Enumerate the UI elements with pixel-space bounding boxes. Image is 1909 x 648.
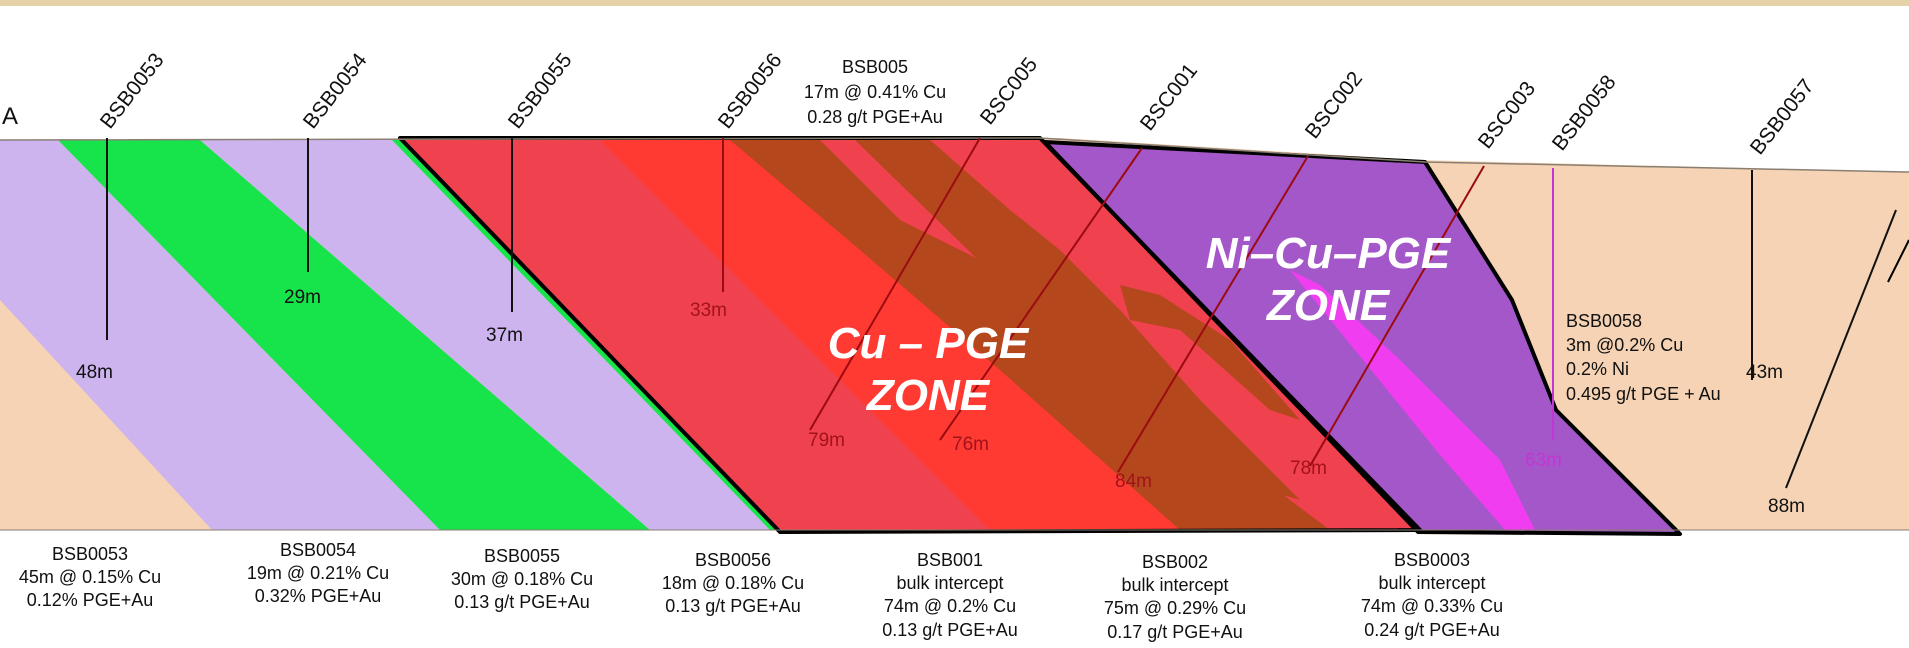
info-bsb002-line2: bulk intercept [1121, 575, 1228, 595]
collar-label-bsc005: BSC005 [976, 53, 1042, 129]
info-block-bsb0055: BSB0055 30m @ 0.18% Cu 0.13 g/t PGE+Au [451, 546, 593, 612]
depth-label-bsc002: 84m [1115, 471, 1152, 492]
collar-label-bsb0057: BSB0057 [1746, 75, 1819, 159]
depth-label-bsc003: 78m [1290, 458, 1327, 479]
depth-label-bsc005: 79m [808, 430, 845, 451]
info-block-bsb0058: BSB0058 3m @0.2% Cu 0.2% Ni 0.495 g/t PG… [1566, 311, 1721, 404]
info-bsb0056-line2: 18m @ 0.18% Cu [662, 573, 804, 593]
zone-label-cu-pge-line1: Cu – PGE [828, 319, 1030, 368]
info-bsb002-line4: 0.17 g/t PGE+Au [1107, 622, 1243, 642]
collar-label-bsc002: BSC002 [1301, 67, 1367, 143]
info-block-bsb0056: BSB0056 18m @ 0.18% Cu 0.13 g/t PGE+Au [662, 550, 804, 616]
cu-dark-tongue [1120, 285, 1300, 420]
top-strip [0, 0, 1909, 6]
green-unit-west [58, 140, 650, 530]
info-bsb002-line1: BSB002 [1142, 552, 1208, 572]
drill-hole-bsc005 [809, 137, 981, 431]
depth-label-bsb0058: 63m [1525, 450, 1562, 471]
info-bsb0054-line3: 0.32% PGE+Au [255, 586, 382, 606]
drill-hole-extra [1785, 209, 1897, 489]
cu-dark-band-2 [855, 140, 1300, 500]
ni-magenta-band [1290, 270, 1535, 530]
info-bsb0053-line2: 45m @ 0.15% Cu [19, 567, 161, 587]
info-bsb001-line2: bulk intercept [896, 573, 1003, 593]
depth-label-bsc001: 76m [952, 434, 989, 455]
info-bsb0055-line3: 0.13 g/t PGE+Au [454, 592, 590, 612]
info-bsb0003-line1: BSB0003 [1394, 550, 1470, 570]
info-bsb005-line2: 17m @ 0.41% Cu [804, 82, 946, 102]
right-fault [1887, 239, 1909, 283]
info-bsb001-line4: 0.13 g/t PGE+Au [882, 620, 1018, 640]
zone-label-cu-pge-line2: ZONE [865, 371, 991, 420]
info-bsb0058-line2: 3m @0.2% Cu [1566, 335, 1683, 355]
zone-label-ni-cu-pge-line1: Ni–Cu–PGE [1206, 229, 1452, 278]
info-bsb0053-line1: BSB0053 [52, 544, 128, 564]
info-bsb002-line3: 75m @ 0.29% Cu [1104, 598, 1246, 618]
info-bsb0058-line4: 0.495 g/t PGE + Au [1566, 384, 1721, 404]
info-bsb0058-line3: 0.2% Ni [1566, 359, 1629, 379]
depth-label-bsb0056: 33m [690, 300, 727, 321]
info-block-bsb002: BSB002 bulk intercept 75m @ 0.29% Cu 0.1… [1104, 552, 1246, 642]
info-block-bsb001: BSB001 bulk intercept 74m @ 0.2% Cu 0.13… [882, 550, 1018, 640]
info-block-bsb005: BSB005 17m @ 0.41% Cu 0.28 g/t PGE+Au [804, 57, 946, 127]
collar-label-bsc003: BSC003 [1474, 77, 1540, 153]
lilac-unit-west [0, 140, 440, 530]
depth-label-bsb0057: 43m [1746, 362, 1783, 383]
collar-label-bsb0054: BSB0054 [299, 49, 372, 133]
surface-line [0, 137, 1909, 173]
lilac-unit-central [200, 140, 770, 530]
info-bsb001-line1: BSB001 [917, 550, 983, 570]
info-bsb0058-line1: BSB0058 [1566, 311, 1642, 331]
info-bsb0003-line3: 74m @ 0.33% Cu [1361, 596, 1503, 616]
collar-label-bsc001: BSC001 [1136, 59, 1202, 135]
collar-label-bsb0056: BSB0056 [714, 49, 787, 133]
collar-label-bsb0055: BSB0055 [504, 49, 577, 133]
info-bsb0055-line2: 30m @ 0.18% Cu [451, 569, 593, 589]
drill-hole-bsc003 [1309, 165, 1485, 467]
info-bsb0054-line1: BSB0054 [280, 540, 356, 560]
depth-label-extra: 88m [1768, 496, 1805, 517]
zone-label-ni-cu-pge-line2: ZONE [1265, 281, 1391, 330]
collar-label-bsb0053: BSB0053 [96, 49, 169, 133]
info-block-bsb0003: BSB0003 bulk intercept 74m @ 0.33% Cu 0.… [1361, 550, 1503, 640]
section-label: A [2, 103, 18, 130]
depth-label-bsb0055: 37m [486, 325, 523, 346]
info-bsb0003-line4: 0.24 g/t PGE+Au [1364, 620, 1500, 640]
info-bsb0055-line1: BSB0055 [484, 546, 560, 566]
info-bsb001-line3: 74m @ 0.2% Cu [884, 596, 1016, 616]
drill-hole-bsc002 [1117, 155, 1309, 473]
depth-label-bsb0054: 29m [284, 287, 321, 308]
info-block-bsb0054: BSB0054 19m @ 0.21% Cu 0.32% PGE+Au [247, 540, 389, 606]
info-bsb0003-line2: bulk intercept [1378, 573, 1485, 593]
info-bsb0056-line1: BSB0056 [695, 550, 771, 570]
info-bsb005-line1: BSB005 [842, 57, 908, 77]
collar-label-bsb0058: BSB0058 [1548, 71, 1621, 155]
info-bsb005-line3: 0.28 g/t PGE+Au [807, 107, 943, 127]
info-bsb0056-line3: 0.13 g/t PGE+Au [665, 596, 801, 616]
info-bsb0054-line2: 19m @ 0.21% Cu [247, 563, 389, 583]
info-block-bsb0053: BSB0053 45m @ 0.15% Cu 0.12% PGE+Au [19, 544, 161, 610]
depth-label-bsb0053: 48m [76, 362, 113, 383]
info-bsb0053-line3: 0.12% PGE+Au [27, 590, 154, 610]
drill-hole-bsc001 [939, 147, 1143, 441]
